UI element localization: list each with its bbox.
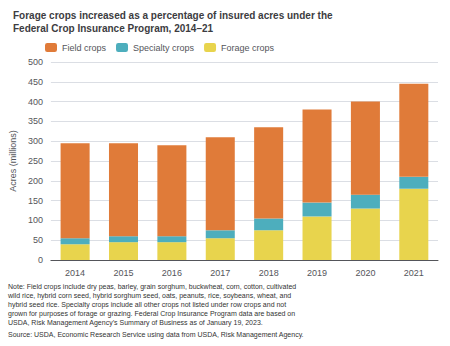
svg-text:250: 250 [28,156,43,166]
svg-text:Field crops: Field crops [62,43,107,53]
svg-text:Acres (millions): Acres (millions) [8,130,18,192]
svg-text:2017: 2017 [210,268,230,278]
svg-text:2018: 2018 [259,268,279,278]
svg-text:450: 450 [28,77,43,87]
svg-text:wild rice, hybrid corn seed, h: wild rice, hybrid corn seed, hybrid sorg… [7,292,291,300]
svg-text:2019: 2019 [307,268,327,278]
svg-text:grown for purposes of forage o: grown for purposes of forage or grazing.… [8,310,295,318]
svg-text:0: 0 [38,255,43,265]
svg-text:Note: Field crops include dry: Note: Field crops include dry peas, barl… [8,283,296,291]
svg-text:2014: 2014 [65,268,85,278]
svg-text:USDA, Risk Management Agency’s: USDA, Risk Management Agency’s Summary o… [8,319,263,327]
svg-text:400: 400 [28,97,43,107]
svg-text:150: 150 [28,196,43,206]
svg-text:500: 500 [28,57,43,67]
svg-text:2020: 2020 [355,268,375,278]
svg-text:Source: USDA, Economic Researc: Source: USDA, Economic Research Service … [8,331,304,339]
svg-text:200: 200 [28,176,43,186]
svg-text:Forage crops increased as a pe: Forage crops increased as a percentage o… [13,10,333,21]
svg-text:Forage crops: Forage crops [221,43,275,53]
svg-text:300: 300 [28,136,43,146]
svg-text:100: 100 [28,215,43,225]
svg-text:50: 50 [33,235,43,245]
svg-text:2016: 2016 [162,268,182,278]
svg-text:Federal Crop Insurance Program: Federal Crop Insurance Program, 2014–21 [13,23,214,34]
svg-text:2021: 2021 [404,268,424,278]
svg-text:2015: 2015 [113,268,133,278]
svg-text:350: 350 [28,116,43,126]
svg-text:Specialty crops: Specialty crops [133,43,195,53]
svg-text:hybrid seed rice. Specialty cr: hybrid seed rice. Specialty crops includ… [8,301,286,309]
